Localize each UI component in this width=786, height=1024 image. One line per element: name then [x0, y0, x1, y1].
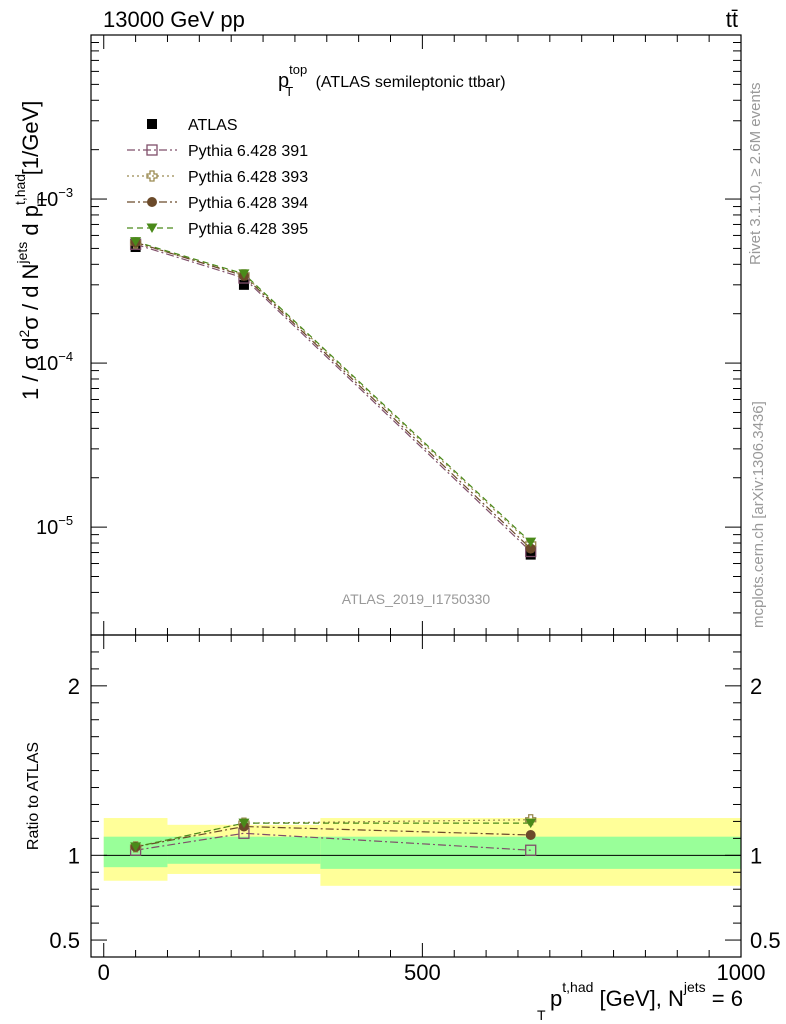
- legend-label-2: Pythia 6.428 393: [188, 169, 308, 186]
- tick-exponent: −4: [58, 349, 73, 364]
- legend-label-3: Pythia 6.428 394: [188, 195, 308, 212]
- ylabel-dp: d p: [18, 205, 43, 242]
- main-series-lines: [135, 241, 532, 552]
- axis-ticks: [91, 34, 742, 957]
- main-point-3-2: [525, 543, 536, 554]
- legend-marker-2: [146, 170, 158, 182]
- main-y-tick-label-1: 10−4: [36, 349, 73, 375]
- tick-base: 10: [36, 189, 58, 211]
- ratio-line-2: [135, 825, 531, 848]
- xlabel-sub: T: [537, 1007, 546, 1023]
- legend: ATLAS Pythia 6.428 391 Pythia 6.428 393 Pyt…: [127, 117, 308, 238]
- ratio-point-3-0: [130, 842, 142, 852]
- main-y-tick-labels: 10−310−410−5: [36, 185, 73, 539]
- ratio-series-markers: [129, 814, 537, 856]
- main-title: ptop T (ATLAS semileptonic ttbar): [278, 62, 506, 99]
- main-line-4: [135, 241, 532, 543]
- header-left-text: 13000 GeV pp: [103, 7, 245, 32]
- main-point-4-0: [130, 237, 142, 247]
- xlabel-mid: [GeV], N: [593, 986, 683, 1011]
- ratio-point-3-1: [238, 818, 250, 829]
- x-tick-labels: 0 500 1000: [98, 960, 766, 985]
- xlabel-sup2: jets: [683, 979, 706, 995]
- main-line-2: [135, 242, 532, 545]
- main-series-markers: [129, 237, 537, 560]
- tick-exponent: −5: [58, 513, 73, 528]
- ratio-y-tick-label-right-2: 0.5: [750, 928, 781, 953]
- main-y-tick-label-2: 10−5: [36, 513, 73, 539]
- ratio-y-tick-label-left-1: 1: [68, 843, 80, 868]
- ratio-line-0: [135, 832, 531, 851]
- xlabel-p: p: [550, 986, 562, 1011]
- ratio-y-tick-label-left-0: 2: [68, 674, 80, 699]
- header-right-text: tt̄: [726, 7, 738, 32]
- ratio-point-0-2: [525, 844, 537, 856]
- title-sup: top: [289, 62, 307, 77]
- ylabel-unit: [1/GeV]: [18, 101, 43, 182]
- ratio-y-tick-label-left-2: 0.5: [49, 928, 80, 953]
- main-y-axis-label: 1 / σ d2σ / d Njets d pt,had T [1/GeV]: [12, 101, 50, 400]
- tick-base: 10: [36, 517, 58, 539]
- rivet-version-text: Rivet 3.1.10, ≥ 2.6M events: [747, 83, 764, 266]
- xlabel-end: = 6: [706, 986, 743, 1011]
- legend-marker-4: [146, 223, 158, 233]
- tick-base: 10: [36, 353, 58, 375]
- main-line-1: [135, 243, 532, 552]
- main-point-0-1: [238, 279, 249, 290]
- ratio-plot-frame: [90, 634, 742, 958]
- title-p: p: [278, 70, 289, 92]
- mcplots-credit-text: mcplots.cern.ch [arXiv:1306.3436]: [750, 401, 767, 628]
- title-sub: T: [285, 84, 293, 99]
- legend-label-0: ATLAS: [188, 117, 238, 134]
- legend-marker-1: [146, 144, 158, 156]
- ylabel-sq: 2: [16, 330, 32, 338]
- ratio-y-tick-label-right-0: 2: [750, 674, 762, 699]
- x-tick-label-2: 1000: [717, 960, 766, 985]
- analysis-watermark: ATLAS_2019_I1750330: [342, 591, 491, 607]
- ylabel-pre: 1 / σ d: [18, 338, 43, 401]
- title-rest: (ATLAS semileptonic ttbar): [311, 74, 505, 91]
- ylabel-mid: σ / d N: [18, 264, 43, 330]
- main-line-3: [135, 241, 532, 550]
- x-tick-label-1: 500: [404, 960, 441, 985]
- ylabel-jets: jets: [14, 242, 30, 265]
- ylabel-thad: t,had: [12, 174, 28, 205]
- legend-marker-3: [147, 197, 157, 207]
- main-point-4-1: [238, 269, 250, 279]
- main-y-tick-label-0: 10−3: [36, 185, 73, 211]
- tick-exponent: −3: [58, 185, 73, 200]
- legend-marker-0: [147, 119, 157, 129]
- ratio-y-tick-labels: 2 2 1 1 0.5 0.5: [49, 674, 780, 953]
- ylabel-T: T: [34, 195, 50, 204]
- x-axis-label: pt,had [GeV], Njets = 6: [550, 979, 743, 1011]
- legend-label-4: Pythia 6.428 395: [188, 221, 308, 238]
- x-tick-label-0: 0: [98, 960, 110, 985]
- main-point-0-2: [525, 549, 536, 560]
- ratio-y-axis-label: Ratio to ATLAS: [25, 742, 42, 850]
- band-inner-1: [167, 836, 321, 864]
- ratio-point-2-2: [525, 829, 536, 840]
- ratio-point-1-2: [525, 814, 537, 826]
- ratio-point-3-2: [525, 818, 537, 829]
- main-point-4-2: [525, 537, 537, 548]
- band-inner-2: [320, 836, 741, 869]
- ratio-uncertainty-bands: [103, 818, 741, 886]
- xlabel-sup: t,had: [562, 979, 593, 995]
- ratio-y-tick-label-right-1: 1: [750, 843, 762, 868]
- legend-label-1: Pythia 6.428 391: [188, 143, 308, 160]
